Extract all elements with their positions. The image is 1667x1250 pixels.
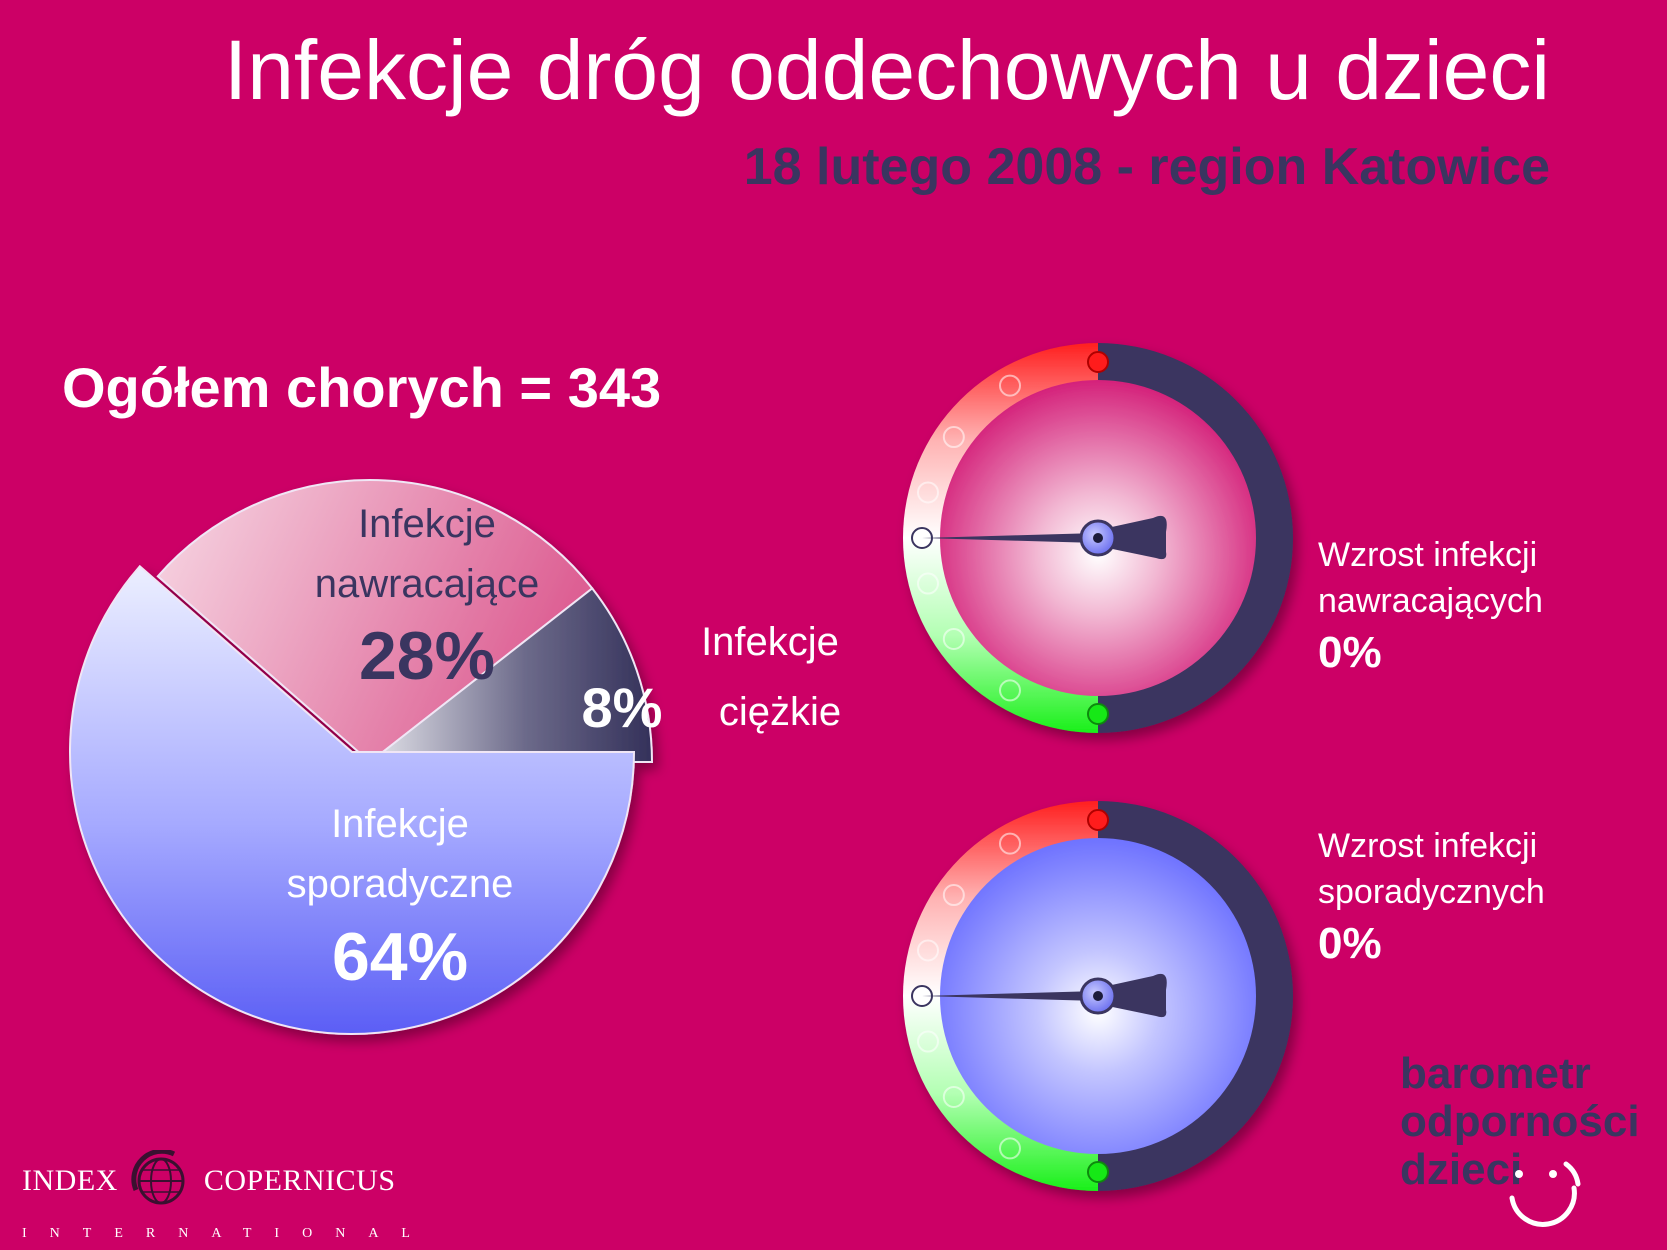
- index-copernicus-logo: INDEX COPERNICUS INTERNATIONAL: [22, 1150, 433, 1242]
- gauge-recurrent-label-line-2: nawracających: [1318, 582, 1543, 620]
- gauge-scale-mark: [916, 572, 939, 595]
- gauge-scale-mark: [1087, 351, 1109, 373]
- gauge-scale-mark: [1087, 809, 1109, 831]
- globe-icon: [131, 1150, 185, 1205]
- gauge-hub-center: [1093, 991, 1103, 1001]
- brand-line-1: barometr: [1400, 1049, 1591, 1098]
- logo-text-right: COPERNICUS: [203, 1164, 396, 1197]
- gauge-scale-mark: [1087, 1161, 1109, 1183]
- smiley-icon: [1509, 1161, 1581, 1227]
- gauge-needle: [922, 533, 1098, 543]
- gauge-scale-mark: [942, 426, 965, 449]
- gauge-recurrent-label-line-1: Wzrost infekcji: [1318, 536, 1538, 574]
- pie-chart-labels: Infekcje nawracające 28% Infekcje ciężkie 8% I…: [287, 502, 842, 995]
- pie-slice-severe-label-line-1: Infekcje: [701, 620, 839, 664]
- gauge-scale-mark: [916, 939, 939, 962]
- brand-logo-barometr: barometr odporności dzieci: [1400, 1050, 1640, 1194]
- pie-slice-sporadic-label-line-1: Infekcje: [331, 802, 469, 846]
- gauge-scale-mark: [916, 481, 939, 504]
- pie-slice-severe-label-line-2: ciężkie: [719, 690, 841, 734]
- pie-slice-severe-value: 8%: [582, 676, 663, 739]
- brand-line-3: dzieci: [1400, 1145, 1523, 1194]
- pie-slice-sporadic-value: 64%: [332, 919, 468, 995]
- pie-slice-severe: [367, 586, 654, 763]
- gauge-needle: [922, 991, 1098, 1001]
- gauge-sporadic-label-line-1: Wzrost infekcji: [1318, 827, 1538, 865]
- total-patients-label: Ogółem chorych = 343: [62, 356, 662, 419]
- gauge-scale-mark: [942, 1085, 965, 1108]
- pie-slice-recurrent-label-line-1: Infekcje: [358, 502, 496, 546]
- pie-slice-sporadic-label-line-2: sporadyczne: [287, 862, 514, 906]
- gauge-sporadic-infections: [903, 801, 1293, 1191]
- gauge-scale-mark: [916, 1030, 939, 1053]
- gauge-hub-center: [1093, 533, 1103, 543]
- pie-slice-recurrent-label-line-2: nawracające: [315, 562, 540, 606]
- logo-text-left: INDEX: [22, 1164, 118, 1197]
- gauge-needle-tail: [1098, 973, 1167, 1018]
- gauge-scale-mark: [999, 832, 1021, 855]
- pie-chart: [69, 479, 654, 1035]
- gauge-recurrent-label: Wzrost infekcji nawracających 0%: [1318, 532, 1543, 678]
- gauge-scale-mark: [942, 627, 965, 650]
- brand-line-2: odporności: [1400, 1097, 1640, 1146]
- page-title: Infekcje dróg oddechowych u dzieci: [223, 23, 1550, 117]
- gauge-scale-mark: [999, 679, 1021, 702]
- gauge-scale-mark: [1087, 703, 1109, 725]
- gauge-scale-mark: [942, 884, 965, 907]
- gauge-sporadic-label-line-2: sporadycznych: [1318, 873, 1545, 911]
- gauge-sporadic-value: 0%: [1318, 919, 1382, 968]
- page-subtitle: 18 lutego 2008 - region Katowice: [743, 138, 1550, 196]
- pie-slice-recurrent: [156, 479, 594, 764]
- gauge-needle-tail: [1098, 515, 1167, 560]
- gauge-recurrent-infections: [903, 343, 1293, 733]
- gauge-sporadic-label: Wzrost infekcji sporadycznych 0%: [1318, 823, 1545, 969]
- pie-slice-sporadic: [69, 564, 636, 1035]
- gauge-recurrent-value: 0%: [1318, 628, 1382, 677]
- gauge-scale-mark: [999, 374, 1021, 397]
- pie-slice-recurrent-value: 28%: [359, 618, 495, 694]
- gauge-scale-mark: [999, 1137, 1021, 1160]
- logo-text-sub: INTERNATIONAL: [22, 1226, 433, 1241]
